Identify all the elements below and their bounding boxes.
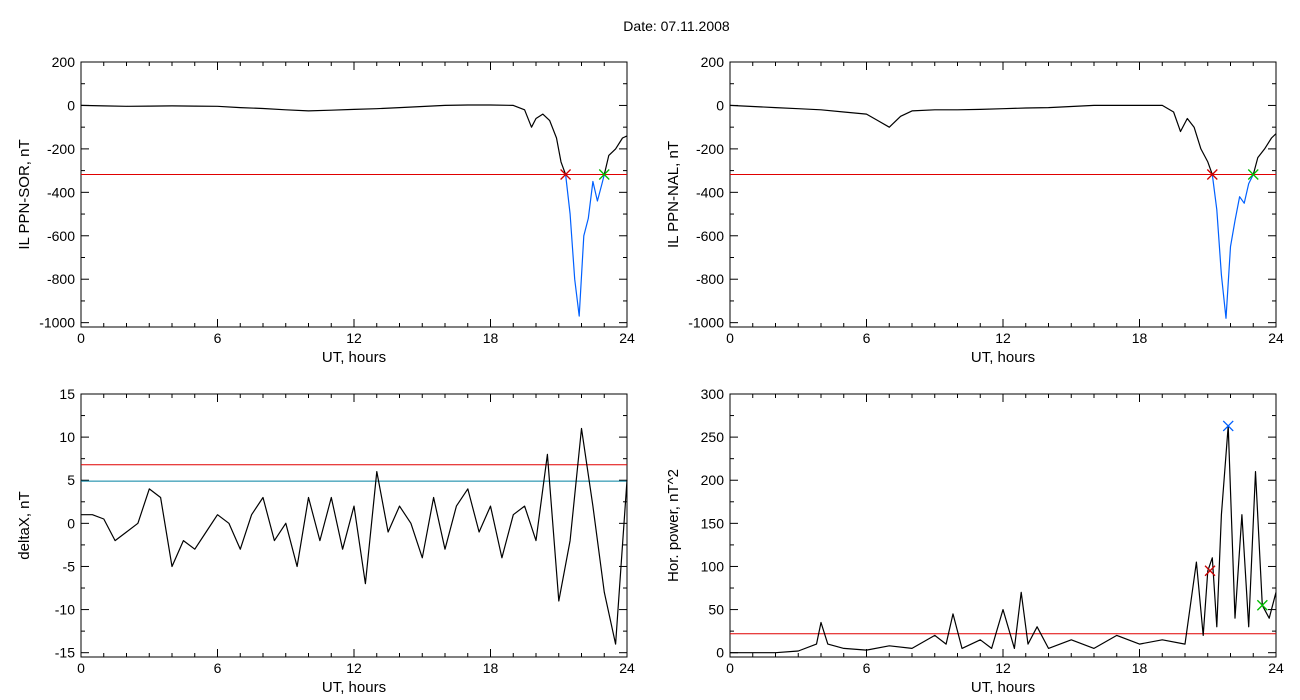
plot-4-marker	[1256, 599, 1268, 611]
plot-3-xlabel: UT, hours	[322, 679, 386, 696]
plot-4-xtick-label: 18	[1132, 660, 1148, 676]
plot-4-ytick-label: 200	[701, 472, 725, 488]
plot-3-ytick-label: -15	[55, 645, 75, 661]
plot-2-series-2	[1211, 174, 1254, 319]
plot-3-ytick-label: 15	[59, 386, 75, 402]
plot-1-ytick-label: -600	[47, 228, 75, 244]
plot-3-ytick-label: 5	[67, 472, 75, 488]
plot-4-xlabel: UT, hours	[971, 679, 1035, 696]
plot-4-marker	[1222, 420, 1234, 432]
plot-2-xtick-label: 24	[1268, 330, 1284, 346]
plot-3-xtick-label: 0	[77, 660, 85, 676]
plot-1-series-2	[565, 174, 605, 317]
plot-1-ytick-label: 0	[67, 97, 75, 113]
plot-1-ytick-label: 200	[52, 54, 76, 70]
plot-4-ytick-label: 250	[701, 429, 725, 445]
plot-2-ytick-label: -200	[696, 141, 724, 157]
plot-2-ytick-label: 200	[701, 54, 725, 70]
plot-1-ytick-label: -400	[47, 184, 75, 200]
plot-4-xtick-label: 0	[726, 660, 734, 676]
plot-1-series-3	[603, 135, 628, 175]
plot-4-ytick-label: 300	[701, 386, 725, 402]
plot-2-series-1	[729, 104, 1213, 175]
page-title: Date: 07.11.2008	[623, 18, 730, 34]
plot-3-ytick-label: 10	[59, 429, 75, 445]
plot-1-xtick-label: 18	[483, 330, 499, 346]
plot-1-xtick-label: 6	[214, 330, 222, 346]
plot-1-marker	[598, 169, 610, 180]
plot-2-xtick-label: 6	[863, 330, 871, 346]
plot-4-xtick-label: 6	[863, 660, 871, 676]
plot-4-ytick-label: 50	[708, 602, 724, 618]
plot-3-xtick-label: 24	[619, 660, 635, 676]
plot-3-xtick-label: 6	[214, 660, 222, 676]
plot-1-xtick-label: 12	[346, 330, 362, 346]
plot-2-xtick-label: 18	[1132, 330, 1148, 346]
plot-3-ytick-label: -10	[55, 602, 75, 618]
plot-4-ytick-label: 150	[701, 515, 725, 531]
plot-2-ytick-label: -1000	[688, 315, 724, 331]
plot-2-xtick-label: 12	[995, 330, 1011, 346]
plot-4-ytick-label: 100	[701, 558, 725, 574]
plot-4-xtick-label: 12	[995, 660, 1011, 676]
plot-2-xlabel: UT, hours	[971, 349, 1035, 366]
plot-3-ytick-label: -5	[63, 558, 76, 574]
plot-2-ytick-label: 0	[716, 97, 724, 113]
plot-1-series-1	[80, 104, 567, 175]
plot-2-ytick-label: -800	[696, 271, 724, 287]
plot-4-ytick-label: 0	[716, 645, 724, 661]
plot-2-xtick-label: 0	[726, 330, 734, 346]
plot-2-marker	[1206, 169, 1218, 180]
plot-4-marker	[1204, 565, 1216, 577]
plot-4-xtick-label: 24	[1268, 660, 1284, 676]
plot-3-ylabel: deltaX, nT	[16, 491, 33, 559]
plot-3-series-1	[81, 427, 628, 645]
plot-1-marker	[560, 169, 572, 180]
plot-1-ytick-label: -1000	[39, 315, 75, 331]
plot-2-ylabel: IL PPN-NAL, nT	[665, 141, 682, 248]
plot-2-ytick-label: -600	[696, 228, 724, 244]
plot-1-frame	[80, 61, 628, 328]
plot-3-frame	[80, 393, 628, 658]
plot-3-xtick-label: 18	[483, 660, 499, 676]
plot-1-ylabel: IL PPN-SOR, nT	[16, 139, 33, 249]
plot-3-ytick-label: 0	[67, 515, 75, 531]
plot-1-xlabel: UT, hours	[322, 349, 386, 366]
plot-2-series-3	[1252, 133, 1277, 175]
plot-4-ylabel: Hor. power, nT^2	[665, 469, 682, 582]
plot-4-series-1	[730, 425, 1277, 654]
plot-1-ytick-label: -200	[47, 141, 75, 157]
plot-3-xtick-label: 12	[346, 660, 362, 676]
plot-1-ytick-label: -800	[47, 271, 75, 287]
plot-4-frame	[729, 393, 1277, 658]
plot-1-xtick-label: 24	[619, 330, 635, 346]
plot-2-ytick-label: -400	[696, 184, 724, 200]
plot-2-frame	[729, 61, 1277, 328]
plot-2-marker	[1247, 169, 1259, 180]
plot-1-xtick-label: 0	[77, 330, 85, 346]
